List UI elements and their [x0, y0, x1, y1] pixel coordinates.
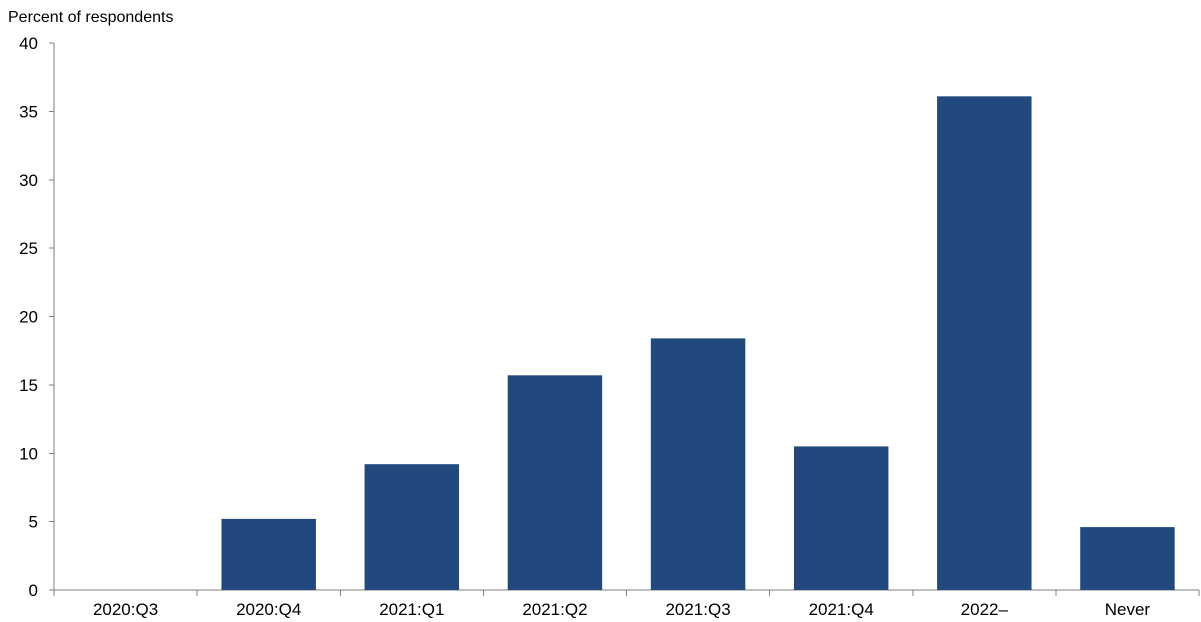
y-axis-label: Percent of respondents — [8, 9, 173, 26]
x-tick-label: 2020:Q4 — [236, 600, 301, 619]
y-tick-label: 25 — [19, 239, 38, 258]
y-tick-label: 35 — [19, 102, 38, 121]
bar-series — [221, 96, 1175, 591]
x-tick-label: 2022– — [961, 600, 1009, 619]
x-tick-label: 2021:Q4 — [809, 600, 874, 619]
bar — [1080, 527, 1175, 590]
y-tick-label: 15 — [19, 376, 38, 395]
x-axis: 2020:Q3 2020:Q4 2021:Q1 2021:Q2 2021:Q3 2021:… — [53, 589, 1200, 619]
bar — [507, 375, 603, 590]
x-tick-label: 2021:Q1 — [379, 600, 444, 619]
y-axis: 0 5 10 15 20 25 30 35 40 — [19, 34, 55, 600]
x-tick-label: 2021:Q2 — [522, 600, 587, 619]
y-tick-label: 20 — [19, 308, 38, 327]
y-tick-label: 5 — [29, 513, 38, 532]
x-tick-label: 2021:Q3 — [665, 600, 730, 619]
y-tick-label: 0 — [29, 581, 38, 600]
bar — [937, 96, 1032, 591]
y-tick-label: 10 — [19, 444, 38, 463]
bar — [364, 464, 460, 590]
bar — [793, 446, 889, 590]
bar — [650, 338, 746, 590]
y-tick-label: 40 — [19, 34, 38, 53]
bar — [221, 518, 316, 590]
y-tick-label: 30 — [19, 171, 38, 190]
x-tick-label: 2020:Q3 — [93, 600, 158, 619]
x-tick-label: Never — [1105, 600, 1151, 619]
